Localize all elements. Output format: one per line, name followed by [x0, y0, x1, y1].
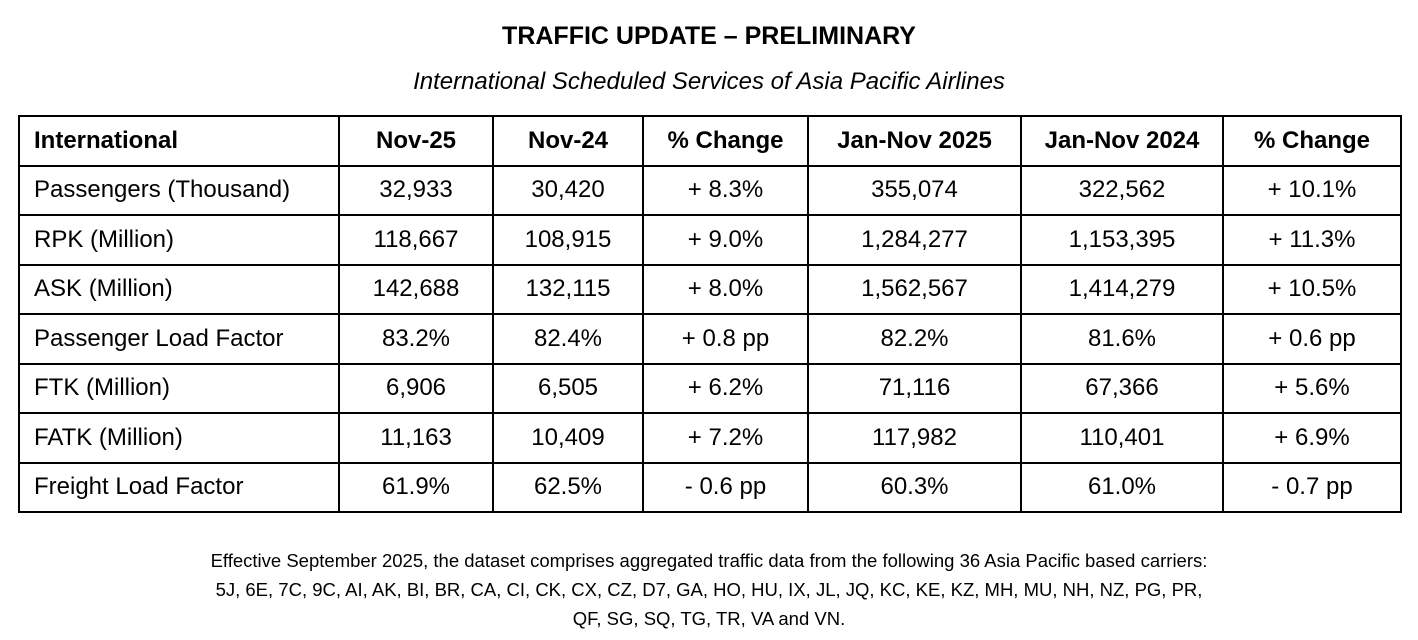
table-cell: 110,401 — [1020, 412, 1224, 464]
header-row: International Nov-25 Nov-24% Change Jan-Nov… — [18, 115, 1402, 167]
column-header: Jan-Nov 2025 — [807, 115, 1022, 167]
table-cell: 108,915 — [492, 214, 644, 266]
row-label: RPK (Million) — [18, 214, 340, 266]
document-subtitle: International Scheduled Services of Asia… — [413, 68, 1005, 95]
column-header: International — [18, 115, 340, 167]
table-cell: 61.0% — [1020, 461, 1224, 513]
table-cell: + 9.0% — [642, 214, 809, 266]
table-cell: + 5.6% — [1222, 362, 1402, 414]
table-row: Freight Load Factor 61.9% 62.5% - 0.6 pp 60.… — [18, 461, 1402, 513]
table-cell: 30,420 — [492, 164, 644, 216]
table-cell: 11,163 — [338, 412, 494, 464]
footnote-line: Effective September 2025, the dataset co… — [210, 550, 1208, 571]
row-label: FATK (Million) — [18, 412, 340, 464]
table-cell: 81.6% — [1020, 313, 1224, 365]
table-cell: 61.9% — [338, 461, 494, 513]
footnote: Effective September 2025, the dataset co… — [0, 546, 1418, 633]
column-header: Nov-25 — [338, 115, 494, 167]
footnote-line: 5J, 6E, 7C, 9C, AI, AK, BI, BR, CA, CI, … — [215, 579, 1203, 600]
table-row: FATK (Million) 11,163 10,409 + 7.2% 117,982 1… — [18, 412, 1402, 464]
footnote-line: QF, SG, SQ, TG, TR, VA and VN. — [572, 608, 846, 629]
table-cell: + 8.0% — [642, 263, 809, 315]
table-cell: 82.2% — [807, 313, 1022, 365]
row-label: Freight Load Factor — [18, 461, 340, 513]
table-cell: 71,116 — [807, 362, 1022, 414]
table-cell: + 6.9% — [1222, 412, 1402, 464]
table-cell: + 10.1% — [1222, 164, 1402, 216]
column-header: % Change — [1222, 115, 1402, 167]
table-cell: 355,074 — [807, 164, 1022, 216]
table-cell: 142,688 — [338, 263, 494, 315]
table-cell: 118,667 — [338, 214, 494, 266]
row-label: Passenger Load Factor — [18, 313, 340, 365]
column-header: Nov-24 — [492, 115, 644, 167]
table-cell: - 0.6 pp — [642, 461, 809, 513]
table-cell: 132,115 — [492, 263, 644, 315]
table-row: Passengers (Thousand) 32,933 30,420 + 8.3% 3… — [18, 164, 1402, 216]
table-cell: 32,933 — [338, 164, 494, 216]
table-cell: 10,409 — [492, 412, 644, 464]
document-title: TRAFFIC UPDATE – PRELIMINARY — [502, 22, 916, 50]
column-header: Jan-Nov 2024 — [1020, 115, 1224, 167]
table-cell: + 0.8 pp — [642, 313, 809, 365]
table-row: RPK (Million) 118,667 108,915 + 9.0% 1,284,2… — [18, 214, 1402, 266]
row-label: ASK (Million) — [18, 263, 340, 315]
table-cell: + 7.2% — [642, 412, 809, 464]
table-cell: + 0.6 pp — [1222, 313, 1402, 365]
traffic-table: International Nov-25 Nov-24% Change Jan-Nov… — [18, 115, 1402, 513]
table-cell: 1,284,277 — [807, 214, 1022, 266]
table-cell: 1,562,567 — [807, 263, 1022, 315]
table-cell: + 8.3% — [642, 164, 809, 216]
table-cell: 322,562 — [1020, 164, 1224, 216]
table-row: FTK (Million) 6,906 6,505 + 6.2% 71,116 67,36… — [18, 362, 1402, 414]
table-row: Passenger Load Factor 83.2% 82.4% + 0.8 pp 8… — [18, 313, 1402, 365]
column-header: % Change — [642, 115, 809, 167]
row-label: FTK (Million) — [18, 362, 340, 414]
table-cell: - 0.7 pp — [1222, 461, 1402, 513]
table-cell: 60.3% — [807, 461, 1022, 513]
table-cell: 82.4% — [492, 313, 644, 365]
table-cell: 117,982 — [807, 412, 1022, 464]
table-cell: 67,366 — [1020, 362, 1224, 414]
table-cell: 6,505 — [492, 362, 644, 414]
table-row: ASK (Million) 142,688 132,115 + 8.0% 1,562,5… — [18, 263, 1402, 315]
table-cell: + 10.5% — [1222, 263, 1402, 315]
table-cell: 6,906 — [338, 362, 494, 414]
table-cell: 1,153,395 — [1020, 214, 1224, 266]
row-label: Passengers (Thousand) — [18, 164, 340, 216]
table-cell: 1,414,279 — [1020, 263, 1224, 315]
table-cell: 83.2% — [338, 313, 494, 365]
table-cell: + 11.3% — [1222, 214, 1402, 266]
table-cell: 62.5% — [492, 461, 644, 513]
table-cell: + 6.2% — [642, 362, 809, 414]
